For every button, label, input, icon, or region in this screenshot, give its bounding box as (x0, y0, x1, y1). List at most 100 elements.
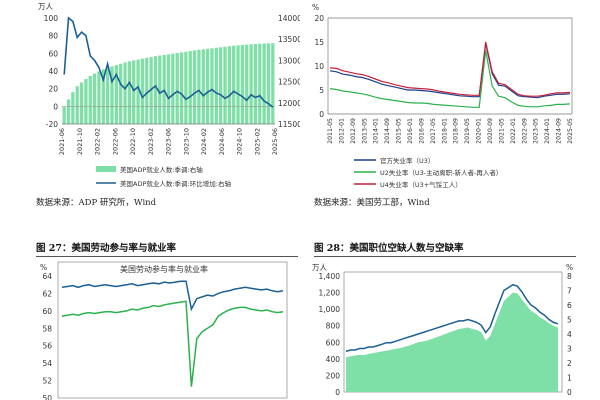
y-axis-unit-label: % (40, 263, 47, 272)
legend-label-line: 美国ADP就业人数:季调:环比增加:右轴 (120, 179, 231, 188)
y-tick-label-left: 100 (44, 14, 59, 23)
bar (179, 52, 184, 124)
bar (201, 49, 205, 124)
y-tick-label-right: 12500 (278, 78, 300, 87)
legend-label: U2失业率（U3-主动离职-新人者-再入者） (380, 168, 502, 177)
y-tick-label-left: 40 (48, 67, 58, 76)
x-tick-label: 2022-10 (129, 128, 137, 155)
series-line (61, 280, 284, 312)
x-tick-label: 2012-01 (338, 118, 345, 144)
bar (140, 58, 145, 125)
bar (79, 82, 84, 124)
y-tick-label-left: 400 (326, 355, 341, 364)
y-axis-unit-label: 万人 (38, 2, 53, 11)
bar (127, 61, 132, 124)
y-tick-label-right: 8 (567, 272, 572, 281)
x-tick-label: 2024-09 (556, 118, 563, 144)
y-tick-label-right: 7 (567, 287, 572, 296)
y-tick-label-right: 5 (567, 316, 572, 325)
bar (110, 66, 114, 124)
bar (227, 46, 232, 124)
series-line (329, 43, 571, 99)
bar (105, 67, 110, 124)
x-tick-label: 2018-09 (453, 118, 460, 144)
x-tick-label: 2019-05 (464, 118, 471, 144)
x-tick-label: 2014-09 (384, 118, 391, 144)
x-tick-label: 2023-10 (182, 128, 190, 155)
y-tick-label: 54 (42, 359, 52, 368)
participation-chart: % 64 62 60 58 56 54 52 50 美国劳动参与率与就业率 (0, 258, 300, 400)
x-tick-label: 2022-02 (94, 128, 102, 155)
x-tick-label: 2021-06 (58, 128, 66, 155)
x-tick-label: 2020-09 (487, 118, 494, 144)
x-tick-label: 2023-02 (147, 128, 155, 155)
x-tick-label: 2023-05 (533, 118, 540, 144)
x-tick-label: 2022-09 (521, 118, 528, 144)
x-tick-label: 2023-06 (165, 128, 173, 155)
y-tick-label-right: 13000 (278, 56, 300, 65)
bar (171, 53, 175, 125)
x-tick-label: 2016-01 (407, 118, 414, 144)
source-caption-right: 数据来源：美国劳工部，Wind (314, 198, 430, 208)
x-tick-label: 2012-09 (350, 118, 357, 144)
y-tick-label-left: 20 (48, 85, 58, 94)
adp-chart-svg: 万人 100 80 60 40 20 0 -20 14000 13500 13000 12500 120… (38, 2, 300, 188)
openings-chart-svg: 万人 % 1,400 1,200 1,000 800 600 400 200 0 8 7 6 5 4 3 2 1 0 (312, 263, 573, 397)
bar (162, 54, 166, 124)
chart-title: 美国劳动参与率与就业率 (120, 264, 208, 274)
fig27-title-rule (36, 256, 298, 257)
series-line (329, 50, 571, 108)
y-tick-label-left: 60 (48, 49, 58, 58)
y-tick-label-right: 11500 (278, 120, 300, 129)
x-tick-label: 2024-06 (218, 128, 226, 155)
x-tick-label: 2020-01 (476, 118, 483, 144)
x-tick-label: 2011-05 (327, 118, 334, 144)
y-tick-label: 20 (314, 14, 324, 23)
y-tick-label-left: 1,000 (319, 305, 341, 314)
y-tick-label-left: 0 (335, 388, 340, 397)
y-tick-label: 56 (42, 342, 52, 351)
y-tick-label: 0 (319, 110, 324, 119)
y-tick-label-right: 13500 (278, 35, 300, 44)
legend-label: U4失业率（U3+气馁工人） (380, 180, 462, 189)
y-tick-label: 10 (314, 62, 324, 71)
x-tick-label: 2024-10 (236, 128, 244, 155)
bar (71, 92, 75, 124)
bar (145, 57, 149, 124)
bar (236, 45, 240, 124)
bar (119, 63, 123, 124)
y-tick-label-left: 600 (326, 338, 341, 347)
bar (84, 79, 88, 124)
legend-label: 官方失业率（U3） (380, 156, 434, 165)
y-tick-label-right: 4 (567, 330, 572, 339)
y-tick-label: 52 (42, 377, 52, 386)
participation-chart-svg: %64 62 60 58 56 54 52 50 美国劳动参与率与就业率 (40, 261, 288, 400)
bar (253, 43, 258, 124)
bar (214, 47, 218, 124)
legend-label-bar: 美国ADP就业人数:季调:右轴 (120, 165, 203, 174)
bar (66, 99, 71, 124)
bar (262, 43, 266, 125)
x-tick-label: 2013-05 (361, 118, 368, 144)
x-tick-label: 2025-02 (253, 128, 261, 155)
y-tick-label-right: 12000 (278, 99, 300, 108)
bar (219, 47, 223, 125)
area-series (346, 292, 558, 392)
bar (132, 60, 136, 124)
y-tick-label-right: 1 (567, 374, 572, 383)
y-tick-label-right: 3 (567, 345, 572, 354)
bar (62, 107, 66, 124)
bar (249, 44, 253, 125)
series-line (63, 16, 274, 108)
bar (232, 45, 236, 124)
y-tick-label: 60 (42, 307, 52, 316)
bar (258, 43, 262, 125)
bar (92, 73, 97, 124)
series-line (61, 300, 284, 387)
bar (223, 46, 227, 124)
fig27-title: 图 27：美国劳动参与率与就业率 (36, 243, 177, 254)
bar (245, 44, 249, 125)
y-tick-label-right: 0 (567, 388, 572, 397)
y-tick-label-left: 200 (326, 371, 341, 380)
